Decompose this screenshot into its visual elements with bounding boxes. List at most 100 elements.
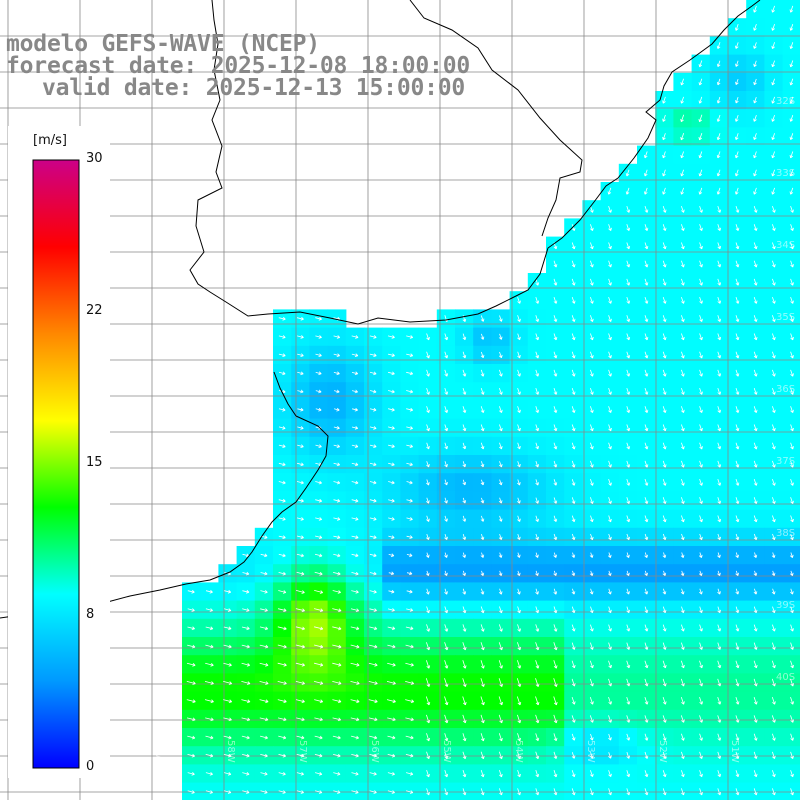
wind-arrow bbox=[662, 96, 666, 104]
wind-arrow bbox=[608, 497, 612, 505]
wind-arrow bbox=[386, 699, 396, 704]
wind-speed-cell bbox=[618, 782, 638, 800]
wind-arrow bbox=[387, 608, 395, 612]
wind-arrow bbox=[680, 151, 684, 159]
wind-arrow bbox=[644, 751, 649, 759]
wind-arrow bbox=[644, 624, 649, 632]
wind-arrow bbox=[662, 224, 667, 232]
wind-arrow bbox=[699, 387, 703, 395]
wind-arrow bbox=[350, 717, 360, 722]
wind-arrow bbox=[699, 369, 703, 377]
wind-arrow bbox=[480, 515, 485, 522]
wind-arrow bbox=[753, 151, 757, 159]
wind-arrow bbox=[790, 224, 794, 232]
wind-arrow bbox=[698, 114, 703, 123]
wind-arrow bbox=[735, 515, 740, 523]
wind-arrow bbox=[351, 790, 359, 794]
wind-arrow bbox=[716, 60, 721, 68]
wind-arrow bbox=[644, 570, 648, 577]
wind-arrow bbox=[717, 770, 722, 778]
wind-arrow bbox=[680, 678, 685, 687]
wind-arrow bbox=[517, 333, 521, 341]
wind-speed-cell bbox=[782, 709, 800, 729]
wind-arrow bbox=[278, 753, 286, 758]
wind-arrow bbox=[589, 696, 594, 705]
wind-arrow bbox=[681, 478, 685, 486]
wind-speed-cell bbox=[782, 236, 800, 256]
wind-arrow bbox=[717, 606, 721, 614]
wind-arrow bbox=[790, 624, 794, 632]
wind-arrow bbox=[608, 588, 612, 595]
wind-arrow bbox=[753, 296, 758, 304]
wind-arrow bbox=[698, 78, 703, 86]
wind-arrow bbox=[790, 733, 794, 741]
wind-arrow bbox=[462, 624, 467, 632]
wind-arrow bbox=[553, 606, 558, 614]
wind-arrow bbox=[388, 444, 395, 448]
wind-arrow bbox=[369, 735, 378, 740]
wind-arrow bbox=[535, 733, 540, 742]
wind-arrow bbox=[571, 497, 576, 504]
wind-arrow bbox=[278, 790, 286, 794]
wind-arrow bbox=[223, 717, 232, 722]
wind-arrow bbox=[681, 515, 685, 523]
wind-arrow bbox=[608, 715, 612, 723]
lon-label: 60W bbox=[81, 740, 92, 763]
wind-arrow bbox=[517, 442, 521, 450]
wind-arrow bbox=[462, 497, 467, 504]
wind-arrow bbox=[296, 753, 305, 758]
wind-arrow bbox=[224, 589, 232, 594]
wind-arrow bbox=[571, 460, 576, 468]
wind-arrow bbox=[425, 678, 431, 688]
wind-arrow bbox=[186, 681, 196, 685]
wind-arrow bbox=[790, 333, 794, 341]
wind-arrow bbox=[753, 733, 758, 741]
wind-arrow bbox=[426, 351, 430, 359]
wind-arrow bbox=[735, 588, 740, 595]
wind-arrow bbox=[644, 369, 649, 377]
wind-arrow bbox=[296, 517, 304, 521]
wind-arrow bbox=[644, 478, 649, 486]
wind-arrow bbox=[186, 717, 196, 722]
wind-arrow bbox=[351, 335, 359, 339]
wind-arrow bbox=[735, 333, 740, 341]
lon-label: 61W bbox=[9, 740, 20, 763]
wind-arrow bbox=[771, 570, 776, 577]
wind-arrow bbox=[369, 517, 377, 521]
wind-arrow bbox=[350, 681, 360, 685]
wind-arrow bbox=[681, 424, 685, 432]
wind-speed-cell bbox=[382, 782, 401, 800]
wind-arrow bbox=[571, 660, 576, 669]
wind-arrow bbox=[717, 442, 722, 450]
wind-arrow bbox=[717, 478, 722, 486]
wind-arrow bbox=[426, 387, 430, 395]
wind-arrow bbox=[753, 278, 758, 286]
wind-arrow bbox=[535, 479, 539, 486]
wind-arrow bbox=[369, 571, 377, 576]
wind-arrow bbox=[571, 479, 576, 486]
wind-arrow bbox=[406, 353, 414, 357]
wind-arrow bbox=[259, 735, 268, 740]
wind-arrow bbox=[498, 751, 503, 760]
wind-arrow bbox=[681, 733, 685, 741]
wind-arrow bbox=[387, 790, 395, 794]
wind-arrow bbox=[351, 444, 359, 448]
wind-arrow bbox=[717, 788, 722, 796]
wind-arrow bbox=[315, 353, 322, 357]
wind-arrow bbox=[662, 260, 667, 268]
wind-arrow bbox=[535, 570, 539, 577]
wind-arrow bbox=[350, 608, 360, 612]
wind-arrow bbox=[626, 205, 631, 213]
wind-arrow bbox=[772, 369, 776, 377]
wind-arrow bbox=[790, 351, 794, 359]
wind-arrow bbox=[387, 772, 395, 776]
wind-arrow bbox=[187, 626, 195, 631]
wind-speed-cell bbox=[400, 782, 420, 800]
wind-arrow bbox=[444, 497, 448, 504]
wind-arrow bbox=[590, 205, 594, 213]
lat-label: 33S bbox=[776, 168, 796, 179]
wind-arrow bbox=[553, 696, 558, 706]
wind-arrow bbox=[462, 751, 467, 760]
wind-arrow bbox=[717, 660, 722, 669]
